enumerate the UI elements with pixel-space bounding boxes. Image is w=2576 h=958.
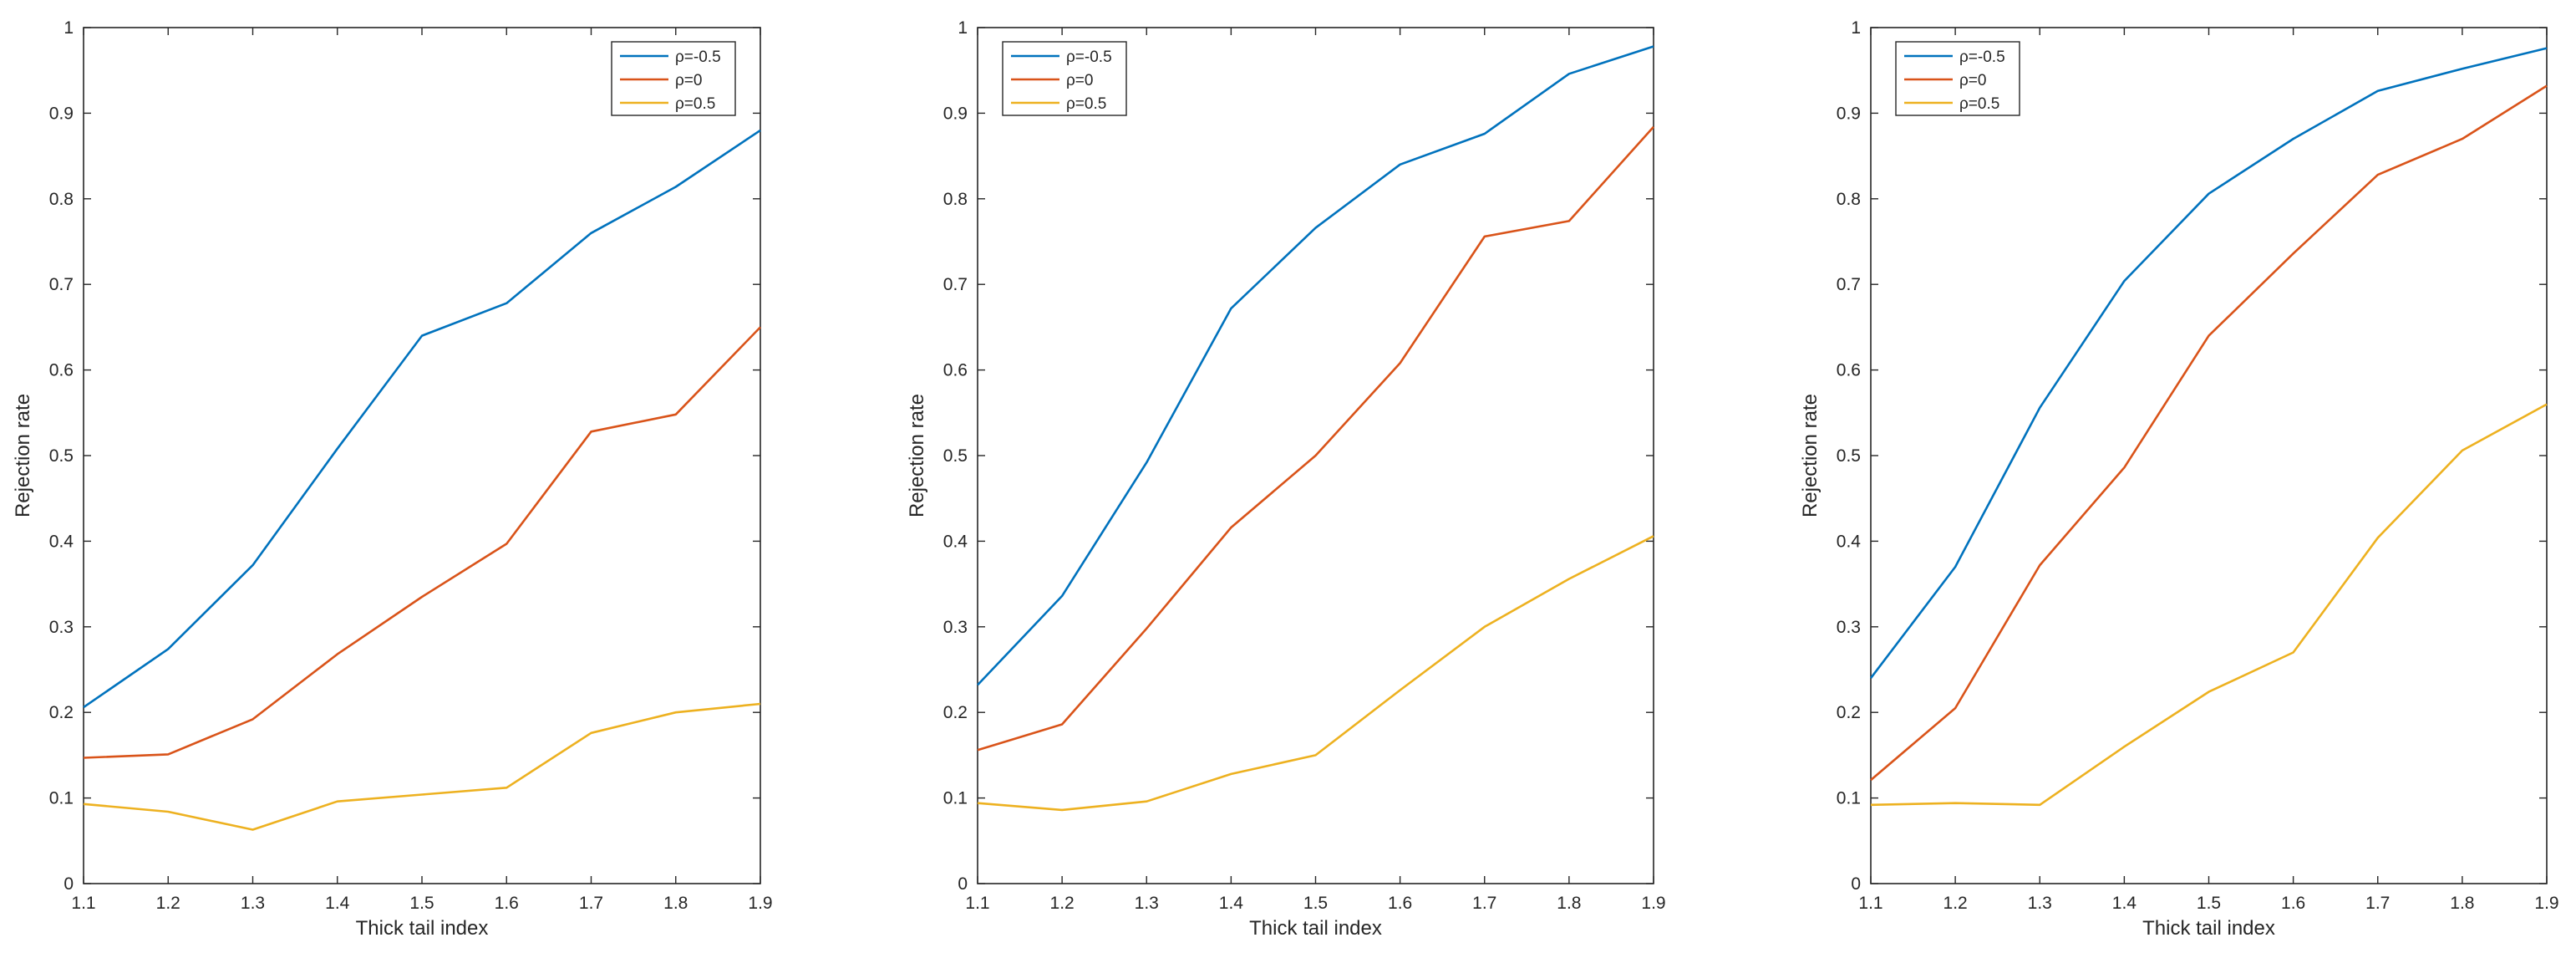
chart-panel-1: 1.1 1.2 1.3 1.4 1.5 1.6 1.7 1.8 1.9 0 0.1 0.2 0.3 0.4…: [12, 18, 773, 940]
legend-label: ρ=0.5: [675, 95, 715, 113]
y-tick-label: 0.5: [1837, 446, 1861, 466]
legend-label: ρ=0.5: [1066, 95, 1106, 113]
y-tick-label: 0.4: [943, 532, 968, 551]
legend-label: ρ=-0.5: [1959, 48, 2005, 66]
y-tick-label: 0.1: [943, 789, 968, 808]
y-tick-label: 0.8: [49, 190, 74, 209]
x-axis-title: Thick tail index: [356, 917, 489, 940]
series-line-3: [83, 702, 761, 831]
legend-label: ρ=0: [1959, 72, 1986, 89]
series-line-2: [1870, 84, 2548, 782]
y-axis-title: Rejection rate: [1799, 394, 1821, 517]
y-tick-label: 1: [958, 18, 968, 38]
x-tick-label: 1.4: [1219, 894, 1244, 913]
x-tick-label: 1.2: [1943, 894, 1968, 913]
x-tick-label: 1.7: [1472, 894, 1496, 913]
x-tick-label: 1.8: [1557, 894, 1581, 913]
legend: ρ=-0.5 ρ=0 ρ=0.5: [1002, 41, 1127, 116]
x-axis-title: Thick tail index: [2142, 917, 2275, 940]
series-line-3: [1870, 403, 2548, 807]
y-axis-title: Rejection rate: [12, 394, 34, 517]
y-tick-label: 0.5: [943, 446, 968, 466]
x-tick-label: 1.6: [2281, 894, 2305, 913]
x-tick-label: 1.4: [2112, 894, 2137, 913]
x-tick-label: 1.3: [241, 894, 265, 913]
x-tick-label: 1.4: [325, 894, 350, 913]
y-tick-label: 0.9: [49, 104, 74, 123]
y-tick-label: 0.2: [49, 703, 74, 722]
y-tick-label: 0: [64, 874, 74, 894]
plot-area: [1870, 27, 2548, 884]
y-tick-label: 0: [958, 874, 968, 894]
legend: ρ=-0.5 ρ=0 ρ=0.5: [1895, 41, 2020, 116]
chart-panel-2: 1.1 1.2 1.3 1.4 1.5 1.6 1.7 1.8 1.9 0 0.1 0.2 0.3 0.4…: [906, 18, 1666, 940]
y-tick-label: 0.8: [1837, 190, 1861, 209]
x-tick-label: 1.5: [2197, 894, 2221, 913]
y-axis-title: Rejection rate: [906, 394, 928, 517]
legend-label: ρ=0: [675, 72, 702, 89]
series-line-3: [977, 535, 1654, 812]
y-tick-label: 1: [1851, 18, 1861, 38]
y-tick-label: 0.2: [943, 703, 968, 722]
x-tick-label: 1.1: [1858, 894, 1882, 913]
y-tick-label: 0.1: [1837, 789, 1861, 808]
y-tick-label: 0.3: [49, 618, 74, 637]
x-tick-label: 1.2: [1050, 894, 1075, 913]
y-tick-label: 0.9: [1837, 104, 1861, 123]
x-tick-label: 1.3: [1135, 894, 1159, 913]
y-tick-label: 0.9: [943, 104, 968, 123]
legend-label: ρ=-0.5: [1066, 48, 1112, 66]
x-tick-label: 1.1: [71, 894, 95, 913]
y-tick-label: 0: [1851, 874, 1861, 894]
x-tick-label: 1.2: [156, 894, 180, 913]
x-tick-label: 1.7: [579, 894, 603, 913]
x-tick-label: 1.9: [748, 894, 772, 913]
y-tick-label: 0.7: [49, 275, 74, 294]
series-line-1: [1869, 47, 2548, 679]
series-line-1: [977, 45, 1654, 686]
chart-panel-3: 1.1 1.2 1.3 1.4 1.5 1.6 1.7 1.8 1.9 0 0.1 0.2 0.3 0.4…: [1799, 18, 2559, 940]
y-tick-label: 0.7: [943, 275, 968, 294]
x-tick-label: 1.9: [1641, 894, 1665, 913]
series-line-1: [83, 129, 761, 709]
x-tick-label: 1.8: [2450, 894, 2474, 913]
y-tick-label: 1: [64, 18, 74, 38]
x-tick-label: 1.5: [1303, 894, 1328, 913]
x-tick-label: 1.8: [663, 894, 688, 913]
y-tick-label: 0.3: [943, 618, 968, 637]
x-tick-label: 1.6: [495, 894, 519, 913]
legend-label: ρ=0: [1066, 72, 1093, 89]
series-line-2: [977, 125, 1654, 752]
x-axis-title: Thick tail index: [1249, 917, 1382, 940]
plot-area: [83, 27, 761, 884]
y-tick-label: 0.7: [1837, 275, 1861, 294]
y-tick-label: 0.2: [1837, 703, 1861, 722]
y-tick-label: 0.6: [943, 361, 968, 380]
legend-label: ρ=-0.5: [675, 48, 721, 66]
y-tick-label: 0.3: [1837, 618, 1861, 637]
x-tick-label: 1.9: [2534, 894, 2558, 913]
y-tick-label: 0.4: [1837, 532, 1862, 551]
x-tick-label: 1.5: [409, 894, 434, 913]
legend: ρ=-0.5 ρ=0 ρ=0.5: [611, 41, 736, 116]
series-line-2: [83, 326, 761, 759]
y-tick-label: 0.5: [49, 446, 74, 466]
y-tick-label: 0.6: [1837, 361, 1861, 380]
x-tick-label: 1.1: [965, 894, 989, 913]
x-tick-label: 1.7: [2365, 894, 2390, 913]
y-tick-label: 0.8: [943, 190, 968, 209]
x-tick-label: 1.6: [1388, 894, 1412, 913]
x-tick-label: 1.3: [2028, 894, 2052, 913]
legend-label: ρ=0.5: [1959, 95, 1999, 113]
y-tick-label: 0.6: [49, 361, 74, 380]
y-tick-label: 0.1: [49, 789, 74, 808]
y-tick-label: 0.4: [49, 532, 74, 551]
